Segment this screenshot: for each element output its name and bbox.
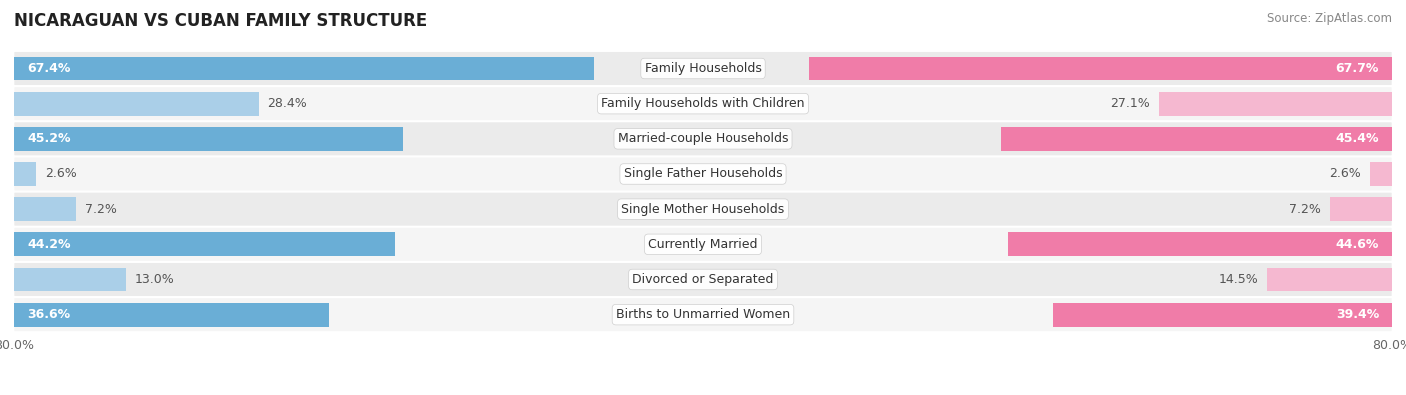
FancyBboxPatch shape [14,227,1392,261]
Text: 44.2%: 44.2% [27,238,70,251]
Text: Source: ZipAtlas.com: Source: ZipAtlas.com [1267,12,1392,25]
Text: Single Mother Households: Single Mother Households [621,203,785,216]
FancyBboxPatch shape [14,51,1392,86]
FancyBboxPatch shape [14,297,1392,332]
Text: Married-couple Households: Married-couple Households [617,132,789,145]
FancyBboxPatch shape [14,122,1392,156]
Text: 7.2%: 7.2% [1289,203,1322,216]
Bar [1159,92,1392,116]
Bar [1053,303,1392,327]
Text: 44.6%: 44.6% [1336,238,1379,251]
Bar [14,267,127,292]
Text: 2.6%: 2.6% [45,167,77,181]
Text: 67.7%: 67.7% [1336,62,1379,75]
Text: 7.2%: 7.2% [84,203,117,216]
Bar [1008,232,1392,256]
Bar [14,162,37,186]
Bar [14,92,259,116]
Text: 45.2%: 45.2% [27,132,70,145]
Bar [14,303,329,327]
FancyBboxPatch shape [14,157,1392,191]
Bar [1267,267,1392,292]
Bar [1330,197,1392,221]
Text: 28.4%: 28.4% [267,97,307,110]
Text: Divorced or Separated: Divorced or Separated [633,273,773,286]
Bar [1369,162,1392,186]
Text: 36.6%: 36.6% [27,308,70,321]
Text: Births to Unmarried Women: Births to Unmarried Women [616,308,790,321]
Text: 45.4%: 45.4% [1336,132,1379,145]
FancyBboxPatch shape [14,262,1392,297]
Text: 14.5%: 14.5% [1219,273,1258,286]
Bar [14,197,76,221]
Text: 39.4%: 39.4% [1336,308,1379,321]
Text: Single Father Households: Single Father Households [624,167,782,181]
Text: NICARAGUAN VS CUBAN FAMILY STRUCTURE: NICARAGUAN VS CUBAN FAMILY STRUCTURE [14,12,427,30]
FancyBboxPatch shape [14,192,1392,226]
Bar [14,232,395,256]
Text: Family Households: Family Households [644,62,762,75]
Bar [14,56,595,81]
Text: Currently Married: Currently Married [648,238,758,251]
Text: 27.1%: 27.1% [1111,97,1150,110]
FancyBboxPatch shape [14,87,1392,121]
Bar [14,127,404,151]
Bar [808,56,1392,81]
Text: 13.0%: 13.0% [135,273,174,286]
Text: Family Households with Children: Family Households with Children [602,97,804,110]
Text: 67.4%: 67.4% [27,62,70,75]
Text: 2.6%: 2.6% [1329,167,1361,181]
Bar [1001,127,1392,151]
